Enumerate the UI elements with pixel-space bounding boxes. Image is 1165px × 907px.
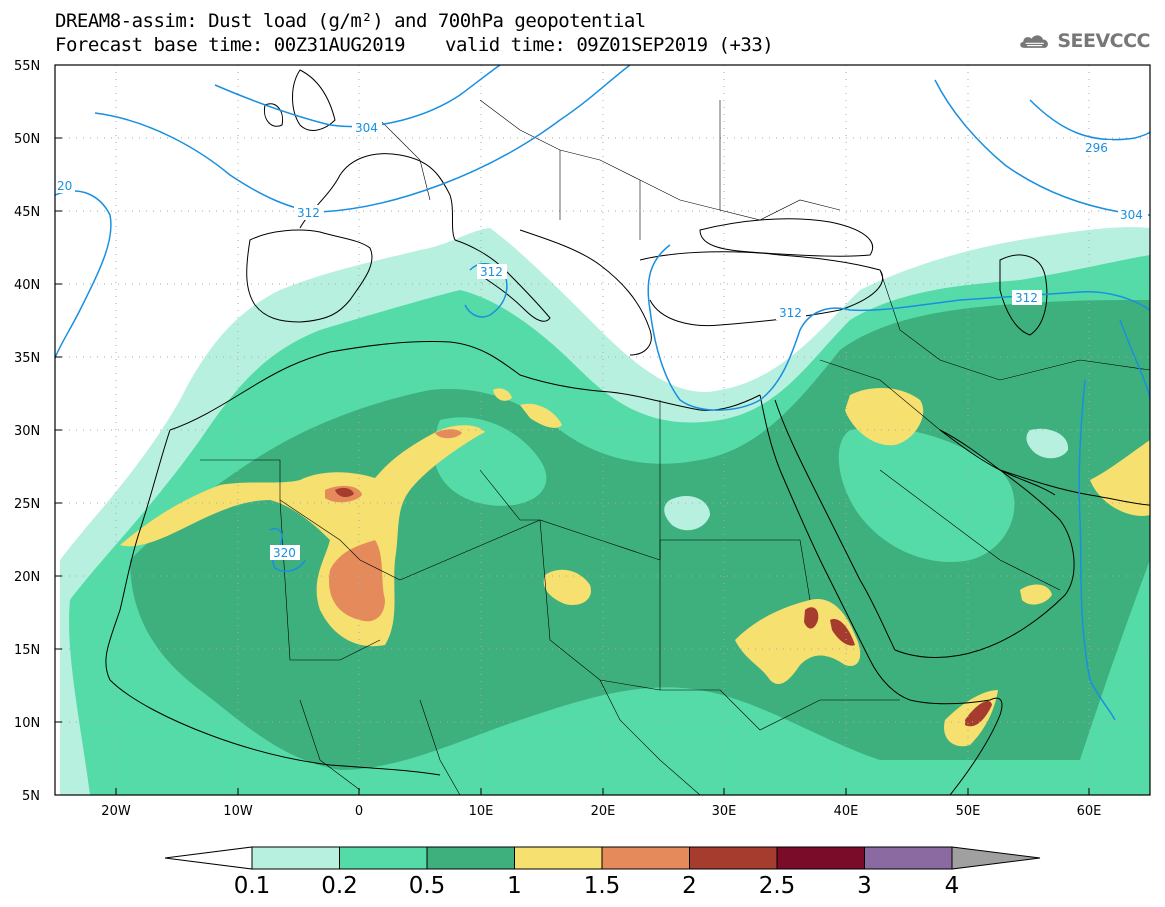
lat-label: 40N xyxy=(14,278,40,293)
colorbar-label: 0.2 xyxy=(321,873,358,899)
colorbar: 0.1 0.2 0.5 1 1.5 2 2.5 3 4 xyxy=(164,846,1041,899)
dust-patch-light-4 xyxy=(1026,428,1069,459)
colorbar-label: 0.5 xyxy=(409,873,446,899)
contour-label: 312 xyxy=(297,206,320,220)
lon-label: 10W xyxy=(223,804,253,819)
lon-label: 20W xyxy=(101,804,131,819)
dust-band-1.5-c xyxy=(435,429,462,439)
lat-label: 30N xyxy=(14,424,40,439)
contour-label: 312 xyxy=(779,306,802,320)
lat-label: 50N xyxy=(14,132,40,147)
colorbar-cell xyxy=(689,846,778,870)
dust-band-1-g xyxy=(1020,584,1052,605)
lat-label: 5N xyxy=(22,789,40,804)
lat-label: 25N xyxy=(14,497,40,512)
dust-band-2-c xyxy=(830,619,855,646)
colorbar-cell xyxy=(426,846,515,870)
axis-ticks xyxy=(55,137,1090,795)
lon-label: 20E xyxy=(591,804,616,819)
dust-band-1-b xyxy=(543,569,591,606)
colorbar-label: 2.5 xyxy=(759,873,796,899)
lon-label: 30E xyxy=(712,804,737,819)
colorbar-label: 2 xyxy=(682,873,697,899)
lon-label: 50E xyxy=(956,804,981,819)
contour-label: 20 xyxy=(57,179,72,193)
lat-label: 10N xyxy=(14,716,40,731)
map-title: DREAM8-assim: Dust load (g/m²) and 700hP… xyxy=(55,10,646,32)
colorbar-cell xyxy=(776,846,865,870)
colorbar-label: 4 xyxy=(945,873,960,899)
dust-band-1-c xyxy=(735,599,861,685)
colorbar-over-arrow xyxy=(951,846,1041,870)
dust-band-2-d xyxy=(965,700,992,727)
colorbar-cell xyxy=(601,846,690,870)
lon-label: 60E xyxy=(1077,804,1102,819)
logo-text: SEEVCCC xyxy=(1057,30,1150,52)
dust-patch-light-2 xyxy=(838,427,1015,562)
lon-label: 10E xyxy=(469,804,494,819)
lat-label: 20N xyxy=(14,570,40,585)
colorbar-cell xyxy=(339,846,428,870)
valid-time: valid time: 09Z01SEP2019 (+33) xyxy=(445,34,774,56)
contour-label: 312 xyxy=(480,265,503,279)
colorbar-cell xyxy=(251,846,340,870)
lon-label: 0 xyxy=(355,804,363,819)
colorbar-label: 1.5 xyxy=(584,873,621,899)
map-subtitle: Forecast base time: 00Z31AUG2019 valid ti… xyxy=(55,34,774,56)
lat-label: 45N xyxy=(14,205,40,220)
dust-patch-light-3 xyxy=(664,495,710,531)
colorbar-label: 3 xyxy=(857,873,872,899)
coastlines xyxy=(105,69,1150,795)
lon-label: 40E xyxy=(834,804,859,819)
colorbar-cell xyxy=(864,846,953,870)
dust-band-1 xyxy=(120,425,485,647)
colorbar-label: 0.1 xyxy=(234,873,271,899)
dust-band-2 xyxy=(335,487,354,498)
dust-band-1-h xyxy=(520,403,562,428)
country-borders xyxy=(200,99,1150,795)
latitude-labels: 55N 50N 45N 40N 35N 30N 25N 20N 15N 10N … xyxy=(14,59,40,804)
contour-label: 312 xyxy=(1015,291,1038,305)
lat-label: 55N xyxy=(14,59,40,74)
dust-band-1.5 xyxy=(329,540,385,622)
colorbar-cells xyxy=(251,846,953,870)
longitude-labels: 20W 10W 0 10E 20E 30E 40E 50E 60E xyxy=(101,804,1101,819)
contour-label: 304 xyxy=(355,121,378,135)
dust-band-2-b xyxy=(804,607,819,629)
colorbar-label: 1 xyxy=(507,873,522,899)
graticule xyxy=(55,65,1150,795)
forecast-base-time: Forecast base time: 00Z31AUG2019 xyxy=(55,34,406,56)
lat-label: 15N xyxy=(14,643,40,658)
contour-labels: 304 20 312 312 312 312 320 296 304 xyxy=(55,120,1148,560)
dust-band-1-f xyxy=(1090,440,1150,516)
colorbar-under-arrow xyxy=(164,846,253,870)
cloud-icon xyxy=(1020,35,1048,48)
lat-label: 35N xyxy=(14,351,40,366)
contour-label: 304 xyxy=(1120,208,1143,222)
seevccc-logo: SEEVCCC xyxy=(1018,28,1150,54)
dust-band-1-i xyxy=(493,388,512,401)
contour-label: 296 xyxy=(1085,141,1108,155)
dust-band-1-d xyxy=(845,388,924,446)
contour-label: 320 xyxy=(273,546,296,560)
colorbar-cell xyxy=(514,846,603,870)
colorbar-labels: 0.1 0.2 0.5 1 1.5 2 2.5 3 4 xyxy=(234,873,960,899)
